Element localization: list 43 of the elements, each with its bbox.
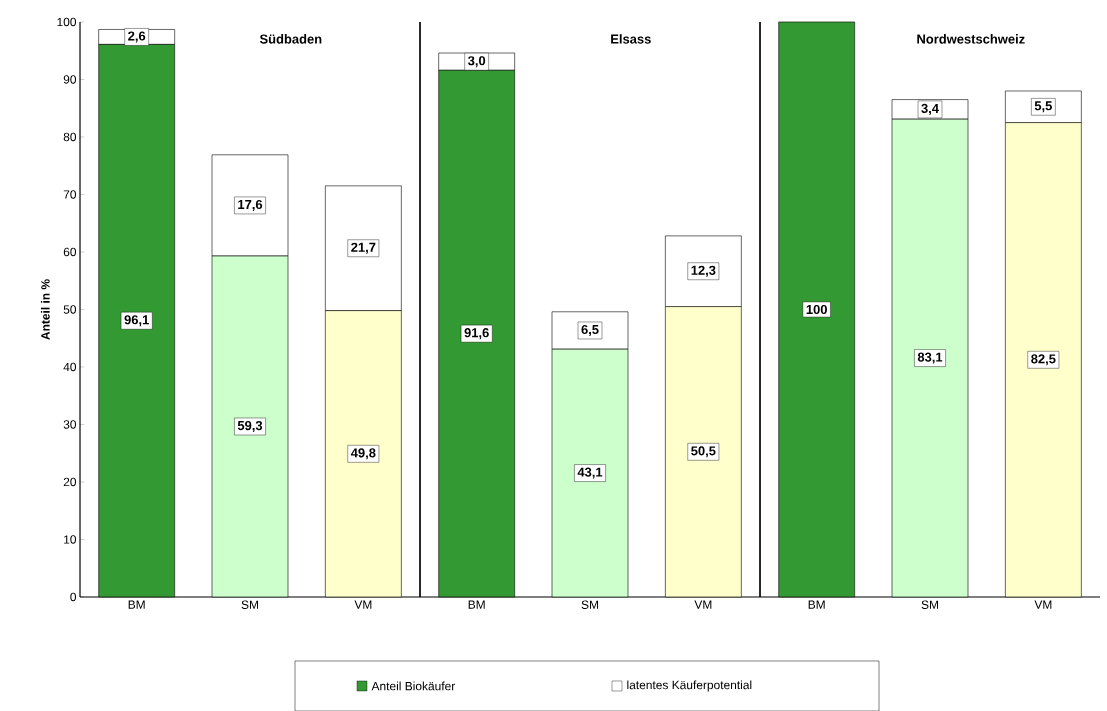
x-tick-label: VM xyxy=(694,600,712,609)
legend-label: latentes Käuferpotential xyxy=(627,680,752,692)
data-label: 59,3 xyxy=(237,420,263,433)
x-tick-label: SM xyxy=(581,600,598,609)
data-label: 3,0 xyxy=(467,56,486,68)
y-tick-label: 0 xyxy=(70,592,77,602)
data-label: 3,4 xyxy=(921,103,939,115)
data-label: 82,5 xyxy=(1031,354,1056,366)
data-label: 6,5 xyxy=(581,324,599,336)
text: Elsass xyxy=(611,34,651,44)
y-tick-label: 60 xyxy=(63,247,77,257)
data-label: 5,5 xyxy=(1034,101,1052,113)
text: Nordwestschweiz xyxy=(917,34,1025,44)
y-tick-label: 80 xyxy=(63,132,77,142)
y-tick-label: 20 xyxy=(63,477,77,487)
x-tick-label: SM xyxy=(921,600,938,609)
y-tick-label: 10 xyxy=(64,535,77,544)
x-tick-label: SM xyxy=(241,600,258,609)
text: Südbaden xyxy=(259,34,322,44)
data-label: 17,6 xyxy=(238,199,263,211)
y-tick-label: 50 xyxy=(63,305,77,314)
data-label: 50,5 xyxy=(691,446,716,458)
x-tick-label: BM xyxy=(128,600,145,609)
x-tick-label: VM xyxy=(354,600,372,609)
legend-label: Anteil Biokäufer xyxy=(371,681,456,691)
data-label: 96,1 xyxy=(124,315,149,327)
data-label: 100 xyxy=(806,304,827,315)
data-label: 43,1 xyxy=(577,467,603,479)
data-label: 12,3 xyxy=(691,265,716,277)
x-tick-label: BM xyxy=(468,600,485,609)
data-label: 83,1 xyxy=(917,352,943,364)
y-tick-label: 100 xyxy=(57,17,77,27)
data-label: 21,7 xyxy=(351,242,376,254)
y-tick-label: 40 xyxy=(63,362,77,372)
y-tick-label: 90 xyxy=(63,75,77,84)
x-tick-label: VM xyxy=(1034,600,1052,609)
data-label: 49,8 xyxy=(350,448,376,460)
y-tick-label: 70 xyxy=(63,190,77,199)
data-label: 2,6 xyxy=(128,31,146,43)
x-tick-label: BM xyxy=(808,600,825,609)
data-label: 91,6 xyxy=(464,328,489,340)
y-tick-label: 30 xyxy=(63,420,77,429)
y-axis-title: Anteil in % xyxy=(40,279,50,340)
